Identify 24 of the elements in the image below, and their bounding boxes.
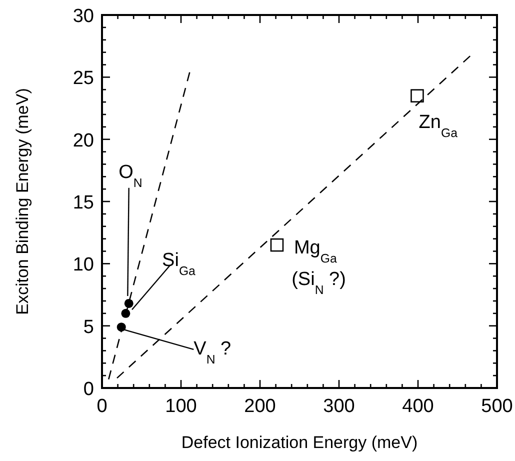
y-tick-label: 20 [72, 130, 94, 152]
y-axis-title: Exciton Binding Energy (meV) [13, 88, 32, 315]
y-tick-label: 0 [83, 379, 94, 400]
x-axis-title: Defect Ionization Energy (meV) [181, 433, 418, 452]
annotation: V$_{N}$ ? [194, 338, 232, 366]
x-tick-label: 400 [402, 396, 434, 417]
x-tick-label: 200 [244, 396, 276, 417]
x-tick-label: 300 [323, 396, 355, 417]
annotation: Zn$_{Ga}$ [418, 112, 458, 140]
y-tick-label: 10 [72, 254, 94, 276]
point [124, 298, 134, 308]
x-tick-label: 500 [481, 396, 513, 417]
annotation: (Si$_{N}$ ?) [292, 268, 346, 296]
annotation: Mg$_{Ga}$ [294, 238, 337, 266]
y-tick-label: 15 [72, 192, 94, 214]
x-tick-label: 100 [165, 396, 197, 417]
y-tick-label: 30 [72, 6, 94, 27]
point [270, 238, 284, 252]
annotation: O$_{N}$ [118, 162, 142, 190]
annotation: Si$_{Ga}$ [162, 250, 196, 278]
point [410, 89, 424, 102]
y-tick-label: 25 [72, 68, 94, 90]
x-tick-label: 0 [96, 396, 108, 417]
y-tick-label: 5 [83, 316, 94, 338]
